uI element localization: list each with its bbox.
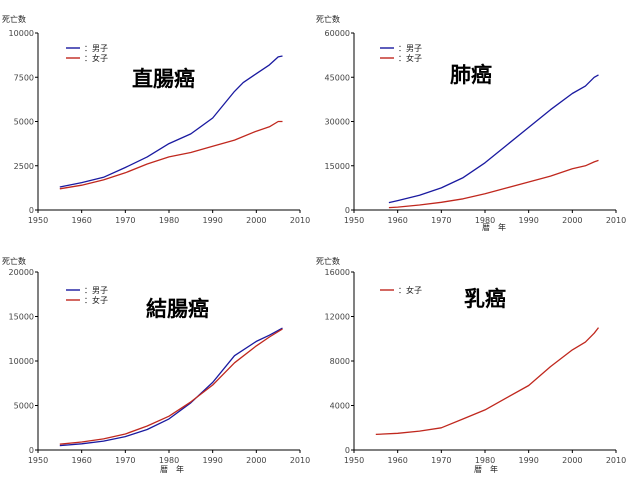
axis-lines bbox=[353, 33, 616, 211]
x-tick-label: 2000 bbox=[246, 216, 266, 225]
y-tick-label: 10000 bbox=[9, 29, 34, 38]
chart-panel-2: 0 15000 30000 45000 60000 1950 1960 1970 1980 199… bbox=[316, 14, 626, 232]
legend-label: ：女子 bbox=[398, 285, 422, 295]
x-tick-label: 2010 bbox=[290, 456, 310, 465]
y-tick-label: 12000 bbox=[325, 313, 350, 322]
x-tick-label: 1950 bbox=[344, 216, 364, 225]
x-tick-label: 1970 bbox=[431, 456, 451, 465]
x-tick-label: 1960 bbox=[387, 216, 407, 225]
legend-label: ：女子 bbox=[84, 53, 108, 63]
x-tick-label: 1970 bbox=[115, 216, 135, 225]
legend-label: ：女子 bbox=[398, 53, 422, 63]
y-tick-label: 15000 bbox=[325, 162, 350, 171]
series-line-1 bbox=[388, 74, 599, 204]
x-tick-label: 2000 bbox=[562, 456, 582, 465]
y-tick-label: 30000 bbox=[325, 118, 350, 127]
x-tick-label: 1950 bbox=[28, 216, 48, 225]
series-line-1 bbox=[375, 327, 600, 436]
legend-label: ：男子 bbox=[398, 44, 422, 53]
y-tick-label: 0 bbox=[29, 206, 34, 215]
x-tick-label: 1980 bbox=[475, 216, 495, 225]
chart-title: 肺癌 bbox=[450, 63, 492, 87]
x-tick-label: 1990 bbox=[518, 456, 538, 465]
x-tick-label: 1980 bbox=[159, 456, 179, 465]
x-axis-label: 暦 年 bbox=[160, 464, 184, 474]
chart-panel-3: 0 5000 10000 15000 20000 1950 1960 1970 1980 1990… bbox=[2, 256, 310, 474]
y-tick-label: 5000 bbox=[14, 402, 34, 411]
y-tick-label: 16000 bbox=[325, 268, 350, 277]
x-axis-label: 暦 年 bbox=[482, 222, 506, 232]
x-tick-label: 1950 bbox=[28, 456, 48, 465]
y-tick-label: 8000 bbox=[330, 357, 350, 366]
legend-label: ：女子 bbox=[84, 295, 108, 305]
y-tick-label: 20000 bbox=[9, 268, 34, 277]
x-tick-label: 1960 bbox=[71, 216, 91, 225]
series-line-2 bbox=[59, 120, 283, 190]
y-tick-label: 60000 bbox=[325, 29, 350, 38]
y-tick-label: 5000 bbox=[14, 118, 34, 127]
y-tick-label: 0 bbox=[29, 446, 34, 455]
chart-title: 乳癌 bbox=[464, 287, 506, 311]
chart-title: 結腸癌 bbox=[146, 297, 209, 321]
series-line-1 bbox=[59, 55, 283, 188]
x-tick-label: 1990 bbox=[202, 456, 222, 465]
x-tick-label: 1950 bbox=[344, 456, 364, 465]
y-tick-label: 15000 bbox=[9, 313, 34, 322]
x-tick-label: 2000 bbox=[246, 456, 266, 465]
y-tick-label: 10000 bbox=[9, 357, 34, 366]
legend-label: ：男子 bbox=[84, 286, 108, 295]
x-axis-label: 暦 年 bbox=[474, 464, 498, 474]
y-tick-label: 45000 bbox=[325, 73, 350, 82]
x-tick-label: 1980 bbox=[159, 216, 179, 225]
y-axis-label: 死亡数 bbox=[316, 256, 340, 266]
y-tick-label: 0 bbox=[345, 446, 350, 455]
y-tick-label: 4000 bbox=[330, 402, 350, 411]
y-tick-label: 0 bbox=[345, 206, 350, 215]
x-tick-label: 2010 bbox=[290, 216, 310, 225]
y-tick-label: 7500 bbox=[14, 73, 34, 82]
y-tick-label: 2500 bbox=[14, 162, 34, 171]
series-line-2 bbox=[388, 159, 599, 209]
chart-panel-4: 0 4000 8000 12000 16000 1950 1960 1970 1980 1990 2… bbox=[316, 256, 626, 474]
y-axis-label: 死亡数 bbox=[316, 14, 340, 24]
x-tick-label: 2010 bbox=[606, 456, 626, 465]
x-tick-label: 1990 bbox=[202, 216, 222, 225]
x-tick-label: 1960 bbox=[387, 456, 407, 465]
x-tick-label: 1960 bbox=[71, 456, 91, 465]
chart-panel-1: 0 2500 5000 7500 10000 1950 1960 1970 1980 1990 20… bbox=[2, 14, 310, 225]
chart-title: 直腸癌 bbox=[132, 67, 195, 91]
x-tick-label: 1980 bbox=[475, 456, 495, 465]
x-tick-label: 1970 bbox=[431, 216, 451, 225]
x-tick-label: 1970 bbox=[115, 456, 135, 465]
y-axis-label: 死亡数 bbox=[2, 14, 26, 24]
x-tick-label: 2000 bbox=[562, 216, 582, 225]
series-line-2 bbox=[59, 328, 283, 445]
legend-label: ：男子 bbox=[84, 44, 108, 53]
x-tick-label: 2010 bbox=[606, 216, 626, 225]
x-tick-label: 1990 bbox=[518, 216, 538, 225]
series-line-1 bbox=[59, 327, 283, 447]
y-axis-label: 死亡数 bbox=[2, 256, 26, 266]
